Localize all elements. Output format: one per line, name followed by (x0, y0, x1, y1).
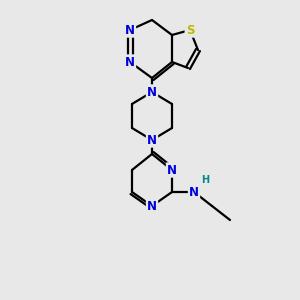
Text: N: N (147, 85, 157, 98)
Text: N: N (167, 164, 177, 176)
Text: H: H (201, 175, 209, 185)
Text: N: N (147, 200, 157, 212)
Text: N: N (125, 56, 135, 68)
Text: N: N (147, 134, 157, 146)
Text: S: S (186, 23, 194, 37)
Text: N: N (125, 23, 135, 37)
Text: N: N (189, 185, 199, 199)
